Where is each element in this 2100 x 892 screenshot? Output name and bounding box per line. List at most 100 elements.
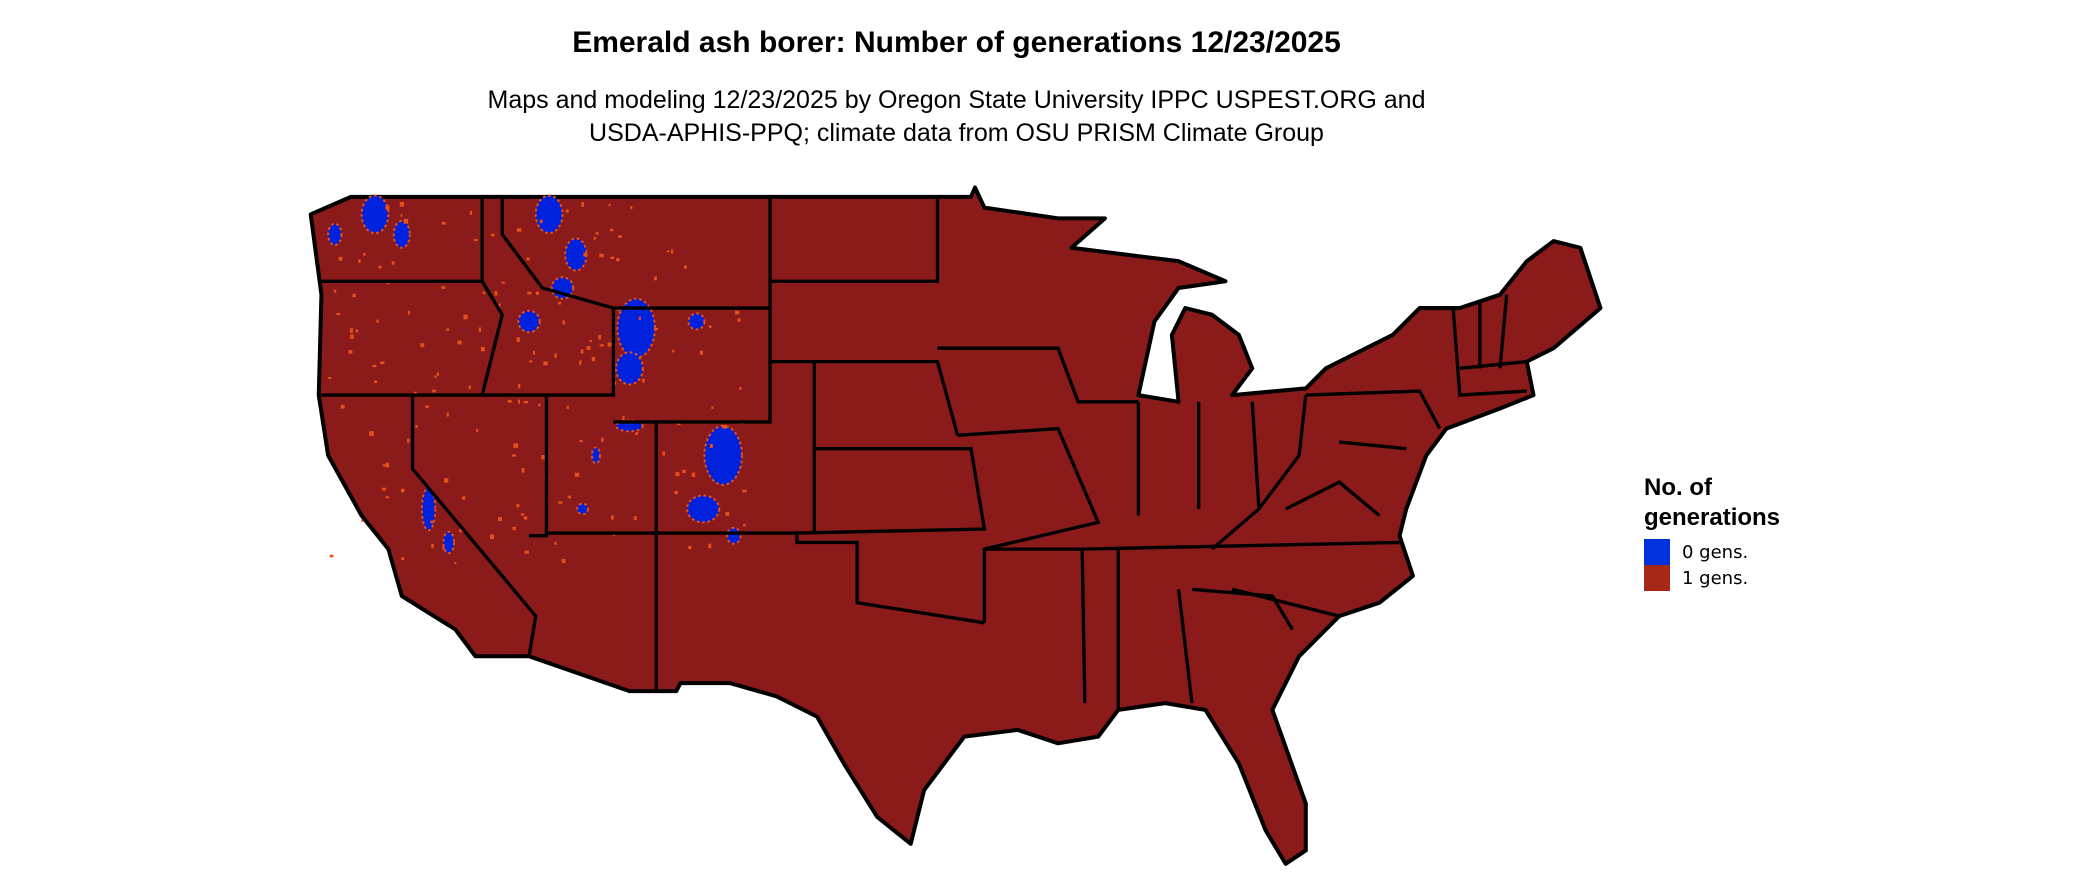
transition-speck bbox=[378, 265, 382, 269]
transition-speck bbox=[579, 360, 582, 366]
transition-speck bbox=[401, 488, 405, 493]
transition-speck bbox=[338, 256, 343, 261]
zero-generation-patch bbox=[615, 351, 644, 386]
zero-generation-patch bbox=[517, 309, 541, 334]
transition-speck bbox=[431, 543, 434, 548]
zero-generation-patch bbox=[327, 222, 343, 247]
transition-speck bbox=[355, 329, 359, 333]
transition-speck bbox=[589, 339, 592, 343]
transition-speck bbox=[734, 310, 740, 315]
transition-speck bbox=[539, 219, 543, 224]
subtitle-line-2: USDA-APHIS-PPQ; climate data from OSU PR… bbox=[589, 119, 1324, 147]
transition-speck bbox=[413, 391, 417, 394]
map-subtitle: Maps and modeling 12/23/2025 by Oregon S… bbox=[0, 84, 1913, 150]
transition-speck bbox=[512, 526, 516, 531]
transition-speck bbox=[535, 291, 539, 295]
transition-speck bbox=[538, 403, 541, 407]
transition-speck bbox=[742, 489, 747, 493]
transition-speck bbox=[561, 558, 566, 564]
transition-speck bbox=[743, 523, 746, 527]
transition-speck bbox=[363, 252, 366, 256]
transition-speck bbox=[554, 541, 557, 545]
transition-speck bbox=[737, 318, 741, 322]
transition-speck bbox=[391, 261, 395, 265]
transition-speck bbox=[340, 404, 345, 409]
transition-speck bbox=[599, 253, 604, 258]
transition-speck bbox=[352, 293, 356, 298]
transition-speck bbox=[558, 301, 562, 305]
zero-generation-patch bbox=[726, 526, 742, 545]
transition-speck bbox=[516, 337, 520, 342]
transition-speck bbox=[498, 303, 501, 307]
transition-speck bbox=[566, 405, 569, 410]
transition-speck bbox=[420, 343, 425, 348]
transition-speck bbox=[441, 286, 446, 289]
transition-speck bbox=[415, 425, 418, 429]
transition-speck bbox=[403, 219, 409, 224]
transition-speck bbox=[476, 428, 479, 433]
transition-speck bbox=[607, 342, 612, 347]
transition-speck bbox=[468, 385, 471, 390]
legend-item-1: 1 gens. bbox=[1644, 565, 1780, 591]
transition-speck bbox=[709, 443, 713, 448]
transition-speck bbox=[675, 472, 680, 477]
transition-speck bbox=[490, 534, 495, 539]
transition-speck bbox=[401, 557, 405, 560]
transition-speck bbox=[598, 334, 602, 340]
transition-speck bbox=[480, 346, 485, 352]
transition-speck bbox=[586, 346, 591, 350]
transition-speck bbox=[430, 520, 434, 524]
transition-speck bbox=[328, 377, 332, 380]
zero-generation-patch bbox=[703, 424, 743, 486]
transition-speck bbox=[348, 349, 353, 354]
transition-speck bbox=[672, 349, 675, 353]
transition-speck bbox=[599, 344, 604, 347]
legend-item-0: 0 gens. bbox=[1644, 539, 1780, 565]
transition-speck bbox=[385, 496, 390, 499]
transition-speck bbox=[494, 291, 498, 296]
transition-speck bbox=[532, 350, 536, 355]
transition-speck bbox=[381, 487, 387, 491]
transition-speck bbox=[622, 416, 625, 421]
subtitle-line-1: Maps and modeling 12/23/2025 by Oregon S… bbox=[487, 86, 1426, 114]
transition-speck bbox=[565, 209, 569, 213]
zero-generation-patch bbox=[392, 219, 411, 249]
transition-speck bbox=[513, 443, 519, 448]
transition-speck bbox=[579, 439, 583, 443]
transition-speck bbox=[708, 543, 712, 549]
zero-generation-patch bbox=[687, 312, 706, 331]
transition-speck bbox=[618, 235, 623, 238]
transition-speck bbox=[482, 291, 486, 294]
transition-speck bbox=[432, 389, 436, 393]
map-title: Emerald ash borer: Number of generations… bbox=[572, 26, 1341, 59]
transition-speck bbox=[443, 478, 449, 483]
zero-generation-patch bbox=[442, 530, 456, 555]
transition-speck bbox=[442, 546, 445, 550]
transition-speck bbox=[516, 504, 520, 508]
legend-swatch-1 bbox=[1644, 565, 1670, 591]
transition-speck bbox=[436, 372, 440, 376]
transition-speck bbox=[406, 438, 410, 443]
transition-speck bbox=[425, 405, 429, 408]
transition-speck bbox=[491, 233, 495, 237]
transition-speck bbox=[595, 232, 599, 235]
transition-speck bbox=[385, 462, 390, 468]
transition-speck bbox=[725, 512, 730, 516]
transition-speck bbox=[670, 249, 674, 254]
transition-speck bbox=[688, 545, 692, 550]
transition-speck bbox=[601, 437, 604, 442]
transition-speck bbox=[523, 401, 529, 404]
transition-speck bbox=[518, 399, 521, 404]
transition-speck bbox=[616, 258, 620, 262]
legend-label-1: 1 gens. bbox=[1682, 567, 1749, 589]
transition-speck bbox=[521, 468, 525, 473]
transition-speck bbox=[329, 554, 334, 558]
transition-speck bbox=[407, 310, 411, 315]
transition-speck bbox=[520, 513, 525, 516]
transition-speck bbox=[361, 519, 364, 522]
transition-speck bbox=[574, 472, 580, 477]
transition-speck bbox=[562, 320, 565, 325]
transition-speck bbox=[633, 516, 637, 521]
zero-generation-patch bbox=[576, 502, 589, 516]
transition-speck bbox=[541, 455, 546, 460]
